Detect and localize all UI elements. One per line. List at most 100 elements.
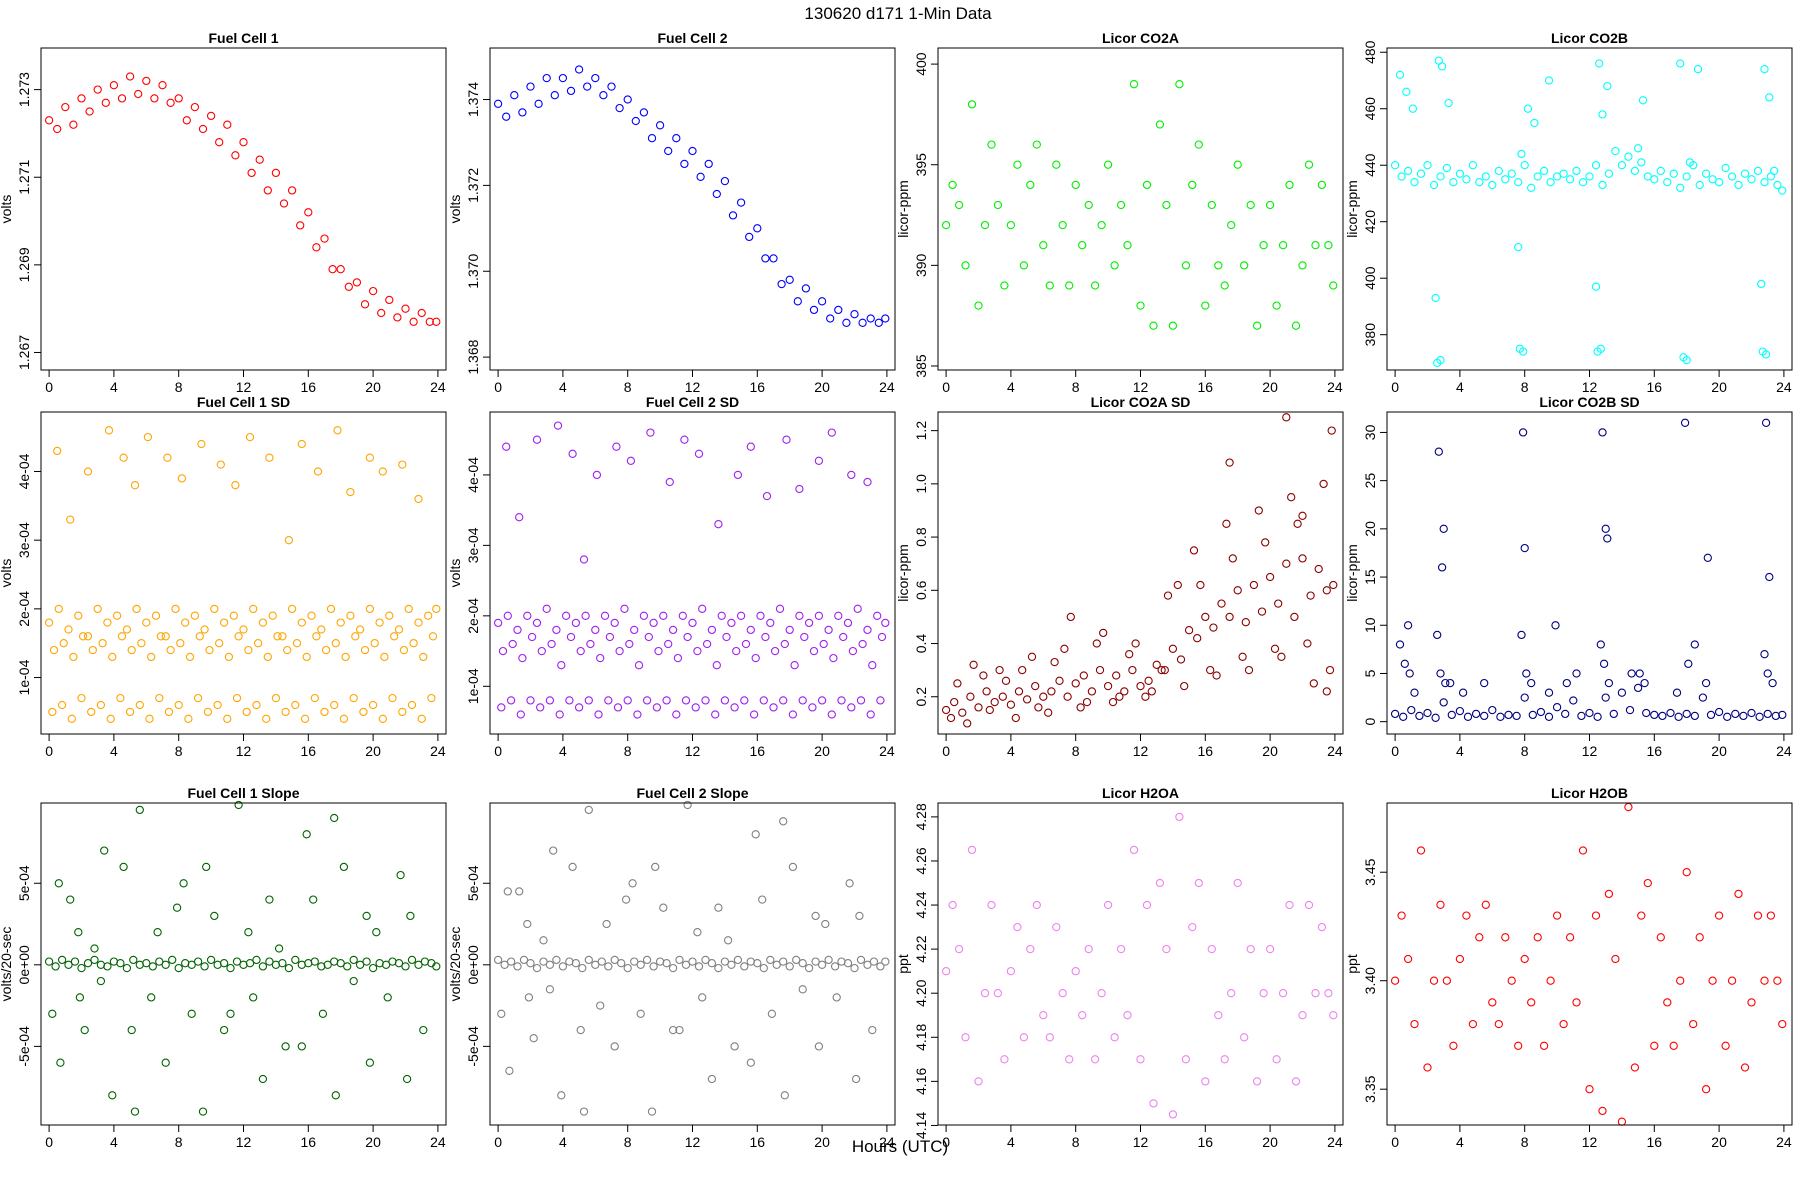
data-point xyxy=(793,297,802,306)
data-point xyxy=(1656,166,1665,176)
data-point xyxy=(847,703,856,712)
data-point xyxy=(728,211,738,220)
data-point xyxy=(1596,344,1605,353)
data-point xyxy=(310,693,319,703)
y-tick-label: 0e+00 xyxy=(465,945,481,985)
data-point xyxy=(96,700,106,710)
plot-frame xyxy=(489,47,896,371)
data-point xyxy=(1034,703,1043,712)
data-point xyxy=(1761,350,1771,359)
y-axis-label: licor-ppm xyxy=(1344,544,1360,602)
data-point xyxy=(1304,900,1314,910)
data-point xyxy=(1136,301,1145,310)
data-point xyxy=(262,714,271,723)
data-point xyxy=(785,275,794,284)
y-tick-label: 2e-04 xyxy=(465,598,481,634)
data-point xyxy=(1306,591,1315,600)
data-point xyxy=(702,639,712,649)
data-point xyxy=(1095,665,1105,675)
y-tick-label: 4.18 xyxy=(913,1023,929,1050)
chart-panel-7: Licor CO2A SD licor-ppm 0 4 8 12 16 20 24 0.2 0.4 0… xyxy=(895,394,1344,759)
data-point xyxy=(1039,241,1048,250)
data-point xyxy=(1272,301,1281,310)
data-point xyxy=(524,993,534,1002)
data-point xyxy=(349,976,358,986)
data-point xyxy=(100,846,109,855)
data-point xyxy=(613,703,623,712)
data-point xyxy=(1265,200,1275,210)
data-point xyxy=(963,719,972,728)
data-point xyxy=(770,646,780,656)
data-point xyxy=(1298,261,1307,270)
data-point xyxy=(1539,1041,1549,1050)
data-point xyxy=(693,646,702,656)
chart-panel-2: Fuel Cell 2 volts 0 4 8 12 16 20 24 1.368 1.370 1.3… xyxy=(447,30,896,395)
data-point xyxy=(339,714,349,723)
data-point xyxy=(662,959,671,968)
data-point xyxy=(594,710,603,719)
data-point xyxy=(1180,681,1189,691)
data-point xyxy=(1753,911,1763,920)
data-point xyxy=(1155,120,1165,129)
data-point xyxy=(1325,665,1335,675)
data-point xyxy=(142,959,151,968)
data-point xyxy=(147,652,156,662)
data-point xyxy=(1400,659,1409,668)
data-point xyxy=(596,653,605,663)
data-point xyxy=(200,962,209,971)
data-point xyxy=(966,692,975,701)
data-point xyxy=(1188,922,1197,932)
data-point xyxy=(974,703,983,712)
data-point xyxy=(672,710,681,719)
data-point xyxy=(1740,169,1750,178)
data-point xyxy=(1561,709,1570,719)
data-point xyxy=(1019,261,1029,270)
data-point xyxy=(1494,166,1503,176)
data-point xyxy=(1698,693,1708,702)
y-tick-label: 4.22 xyxy=(913,935,929,962)
data-point xyxy=(1060,644,1069,653)
data-point xyxy=(1494,1019,1503,1029)
data-point xyxy=(526,959,535,968)
data-point xyxy=(1444,98,1453,108)
data-point xyxy=(740,962,749,971)
data-point xyxy=(1129,845,1139,855)
data-point xyxy=(380,652,389,662)
data-point xyxy=(1507,169,1516,178)
data-point xyxy=(255,155,264,164)
data-point xyxy=(198,1107,208,1116)
data-point xyxy=(370,639,379,648)
data-point xyxy=(1099,628,1108,638)
data-point xyxy=(772,960,781,969)
data-point xyxy=(309,895,318,904)
data-point xyxy=(292,639,302,648)
data-point xyxy=(814,1042,824,1051)
data-point xyxy=(274,944,284,953)
data-point xyxy=(1201,1077,1210,1086)
data-point xyxy=(1544,688,1554,697)
data-point xyxy=(1136,681,1145,691)
data-point xyxy=(1441,678,1450,688)
data-points xyxy=(493,421,890,719)
chart-title: Licor CO2A xyxy=(1102,30,1179,46)
data-point xyxy=(172,903,182,912)
data-point xyxy=(1672,688,1682,697)
chart-title: Fuel Cell 1 xyxy=(208,30,278,46)
data-point xyxy=(245,432,255,442)
x-tick-label: 16 xyxy=(1647,1134,1663,1150)
data-point xyxy=(1552,911,1562,920)
data-point xyxy=(561,611,571,620)
chart-title: Fuel Cell 2 Slope xyxy=(636,785,748,801)
data-point xyxy=(1504,710,1513,720)
data-point xyxy=(215,138,224,147)
data-point xyxy=(249,993,258,1002)
data-point xyxy=(1617,688,1627,697)
data-point xyxy=(800,632,809,642)
x-tick-label: 20 xyxy=(1711,379,1727,395)
data-point xyxy=(539,957,548,966)
data-point xyxy=(584,805,593,815)
data-point xyxy=(1201,301,1210,310)
data-point xyxy=(581,611,590,620)
data-point xyxy=(117,632,127,641)
data-point xyxy=(845,879,854,888)
